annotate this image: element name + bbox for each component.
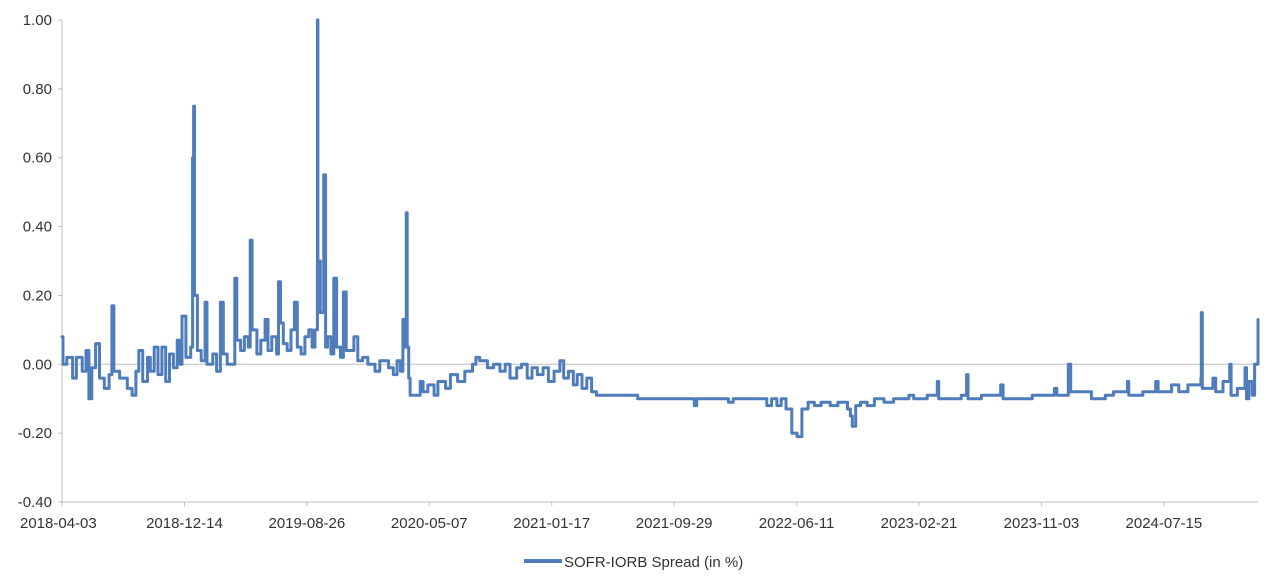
x-tick-label: 2018-04-03 bbox=[20, 515, 97, 532]
x-tick-label: 2020-05-07 bbox=[391, 515, 468, 532]
axes bbox=[61, 20, 1258, 503]
x-axis-ticks: 2018-04-03 2018-12-14 2019-08-26 2020-05-07… bbox=[20, 502, 1202, 532]
y-tick-label: 1.00 bbox=[23, 12, 52, 29]
x-tick-label: 2023-11-03 bbox=[1004, 515, 1080, 532]
legend: SOFR-IORB Spread (in %) bbox=[524, 554, 743, 571]
x-tick-label: 2019-08-26 bbox=[268, 515, 345, 532]
y-tick-label: -0.20 bbox=[18, 425, 52, 442]
x-tick-label: 2018-12-14 bbox=[146, 515, 223, 532]
legend-label: SOFR-IORB Spread (in %) bbox=[564, 554, 743, 571]
x-tick-label: 2021-01-17 bbox=[513, 515, 590, 532]
series-line-0 bbox=[60, 18, 1260, 439]
x-tick-label: 2021-09-29 bbox=[636, 515, 713, 532]
y-tick-label: 0.00 bbox=[23, 356, 52, 373]
series-layer bbox=[60, 18, 1260, 439]
y-tick-label: 0.60 bbox=[23, 150, 52, 167]
x-tick-label: 2024-07-15 bbox=[1126, 515, 1203, 532]
x-tick-label: 2022-06-11 bbox=[759, 515, 835, 532]
y-tick-label: 0.20 bbox=[23, 287, 52, 304]
y-tick-label: -0.40 bbox=[18, 494, 52, 511]
y-tick-label: 0.40 bbox=[23, 219, 52, 236]
x-tick-label: 2023-02-21 bbox=[881, 515, 958, 532]
y-axis-ticks: 1.00 0.80 0.60 0.40 0.20 0.00 -0.20 -0.40 bbox=[18, 12, 62, 511]
y-tick-label: 0.80 bbox=[23, 81, 52, 98]
